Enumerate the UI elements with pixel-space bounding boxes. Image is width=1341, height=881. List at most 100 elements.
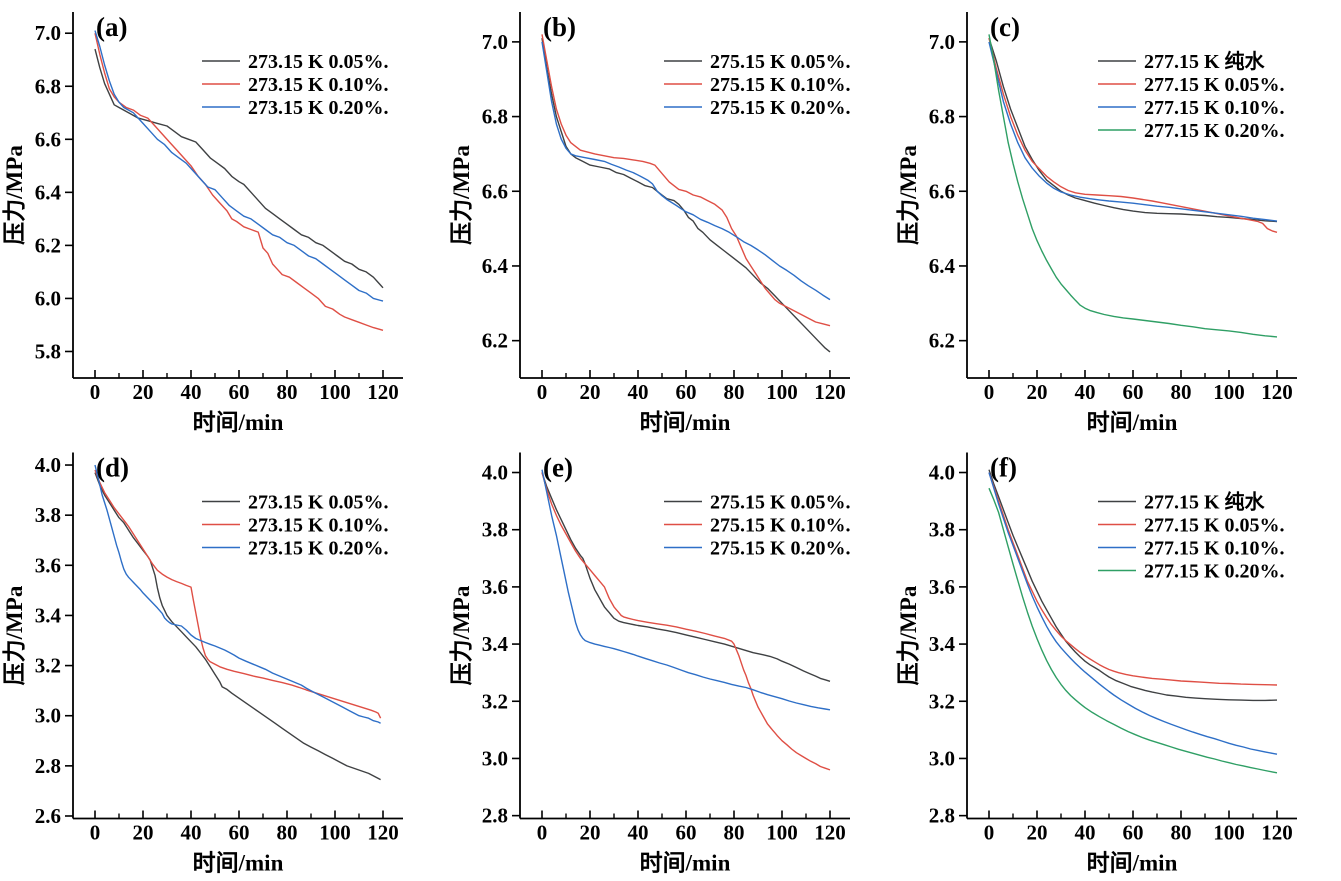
y-tick-label: 6.6 xyxy=(35,127,61,151)
x-tick-label: 80 xyxy=(724,380,745,404)
y-tick-label: 3.6 xyxy=(35,553,61,577)
legend-label: 277.15 K 纯水 xyxy=(1144,49,1266,73)
x-tick-label: 40 xyxy=(181,380,202,404)
panel-letter: (f) xyxy=(990,453,1017,483)
y-tick-label: 6.4 xyxy=(482,254,509,278)
legend-label: 277.15 K 纯水 xyxy=(1144,490,1266,514)
legend-label: 273.15 K 0.10%. xyxy=(248,74,389,96)
y-tick-label: 7.0 xyxy=(929,30,955,54)
panel-letter: (a) xyxy=(96,12,127,42)
legend-label: 277.15 K 0.20%. xyxy=(1144,561,1285,583)
series-line-275-15-K-0-20- xyxy=(541,469,831,711)
y-tick-label: 4.0 xyxy=(35,453,61,477)
series-line-277-15-K-0-05- xyxy=(988,37,1278,233)
x-tick-label: 20 xyxy=(580,380,601,404)
chart-e: 0 20 40 60 80 100 120 2.8 3.0 3.2 3.4 3.6 3.8 4.0 时间/m… xyxy=(449,452,851,876)
chart-panel-b: 0 20 40 60 80 100 120 6.2 6.4 6.6 6.8 7.0 时间/min 压力/M… xyxy=(447,0,894,440)
x-tick-label: 20 xyxy=(133,821,154,845)
y-axis-title: 压力/MPa xyxy=(2,145,27,245)
x-tick-label: 40 xyxy=(181,821,202,845)
x-tick-label: 80 xyxy=(277,380,298,404)
chart-d: 0 20 40 60 80 100 120 2.6 2.8 3.0 3.2 3.4 3.6 3.8 4.0 时… xyxy=(2,452,403,876)
x-tick-label: 20 xyxy=(580,821,601,845)
x-axis-title: 时间/min xyxy=(193,851,284,876)
x-axis-title: 时间/min xyxy=(1087,851,1178,876)
chart-panel-a: 0 20 40 60 80 100 120 5.8 6.0 6.2 6.4 6.6 6.8 7.0 时间/m… xyxy=(0,0,447,440)
chart-panel-c: 0 20 40 60 80 100 120 6.2 6.4 6.6 6.8 7.0 时间/min 压力/M… xyxy=(894,0,1341,440)
x-axis-title: 时间/min xyxy=(1087,410,1178,435)
x-axis-title: 时间/min xyxy=(640,410,731,435)
x-tick-label: 120 xyxy=(1261,821,1293,845)
y-tick-label: 7.0 xyxy=(482,30,508,54)
legend-label: 277.15 K 0.10%. xyxy=(1144,97,1285,119)
y-tick-label: 3.2 xyxy=(482,689,508,713)
legend-label: 275.15 K 0.10%. xyxy=(710,515,851,537)
x-tick-label: 60 xyxy=(229,380,250,404)
x-tick-label: 100 xyxy=(1213,821,1245,845)
y-tick-label: 3.8 xyxy=(929,518,955,542)
series-line-275-15-K-0-10- xyxy=(541,34,831,327)
chart-f: 0 20 40 60 80 100 120 2.8 3.0 3.2 3.4 3.6 3.8 4.0 时间/m… xyxy=(896,452,1297,876)
x-tick-label: 120 xyxy=(814,380,846,404)
y-tick-label: 3.4 xyxy=(35,603,62,627)
x-tick-label: 100 xyxy=(766,821,798,845)
chart-a: 0 20 40 60 80 100 120 5.8 6.0 6.2 6.4 6.6 6.8 7.0 时间/m… xyxy=(2,12,403,435)
x-tick-label: 0 xyxy=(537,821,548,845)
panel-letter: (b) xyxy=(543,12,576,42)
legend-label: 277.15 K 0.10%. xyxy=(1144,538,1285,560)
chart-panel-f: 0 20 40 60 80 100 120 2.8 3.0 3.2 3.4 3.6 3.8 4.0 时间/m… xyxy=(894,440,1341,881)
y-tick-label: 6.2 xyxy=(929,329,955,353)
panel-letter: (d) xyxy=(96,453,129,483)
series-line-277-15-K-0-10- xyxy=(988,41,1278,222)
series-line-277-15-K- xyxy=(988,469,1278,702)
x-tick-label: 40 xyxy=(628,380,649,404)
y-axis-title: 压力/MPa xyxy=(449,145,474,245)
y-tick-label: 4.0 xyxy=(482,461,508,485)
x-tick-label: 60 xyxy=(1123,380,1144,404)
y-tick-label: 3.4 xyxy=(482,632,509,656)
y-tick-label: 3.6 xyxy=(929,575,955,599)
series-line-277-15-K-0-20- xyxy=(988,34,1278,338)
series-line-277-15-K-0-20- xyxy=(988,487,1278,774)
x-tick-label: 80 xyxy=(724,821,745,845)
y-tick-label: 2.8 xyxy=(929,804,955,828)
x-tick-label: 0 xyxy=(984,380,995,404)
y-tick-label: 3.0 xyxy=(482,746,508,770)
x-tick-label: 60 xyxy=(676,380,697,404)
legend-label: 273.15 K 0.10%. xyxy=(248,515,389,537)
x-tick-label: 40 xyxy=(1075,380,1096,404)
chart-panel-d: 0 20 40 60 80 100 120 2.6 2.8 3.0 3.2 3.4 3.6 3.8 4.0 时… xyxy=(0,440,447,881)
y-tick-label: 6.6 xyxy=(929,179,955,203)
series-line-275-15-K-0-10- xyxy=(541,472,831,771)
y-tick-label: 6.4 xyxy=(929,254,956,278)
x-axis-title: 时间/min xyxy=(193,410,284,435)
panel-letter: (c) xyxy=(990,12,1020,42)
x-tick-label: 0 xyxy=(90,380,101,404)
series-line-273-15-K-0-10- xyxy=(94,33,384,331)
y-tick-label: 3.8 xyxy=(35,503,61,527)
y-axis-title: 压力/MPa xyxy=(449,585,474,685)
series-line-275-15-K-0-20- xyxy=(541,41,831,301)
x-tick-label: 80 xyxy=(1171,821,1192,845)
legend-label: 275.15 K 0.20%. xyxy=(710,538,851,560)
series-line-275-15-K-0-05- xyxy=(541,472,831,682)
series-line-273-15-K-0-20- xyxy=(94,30,384,302)
x-tick-label: 20 xyxy=(133,380,154,404)
legend-label: 275.15 K 0.10%. xyxy=(710,74,851,96)
x-tick-label: 120 xyxy=(814,821,846,845)
legend-label: 275.15 K 0.20%. xyxy=(710,97,851,119)
x-tick-label: 40 xyxy=(628,821,649,845)
x-tick-label: 100 xyxy=(319,380,351,404)
y-tick-label: 3.4 xyxy=(929,632,956,656)
legend-label: 273.15 K 0.05%. xyxy=(248,492,389,514)
x-tick-label: 0 xyxy=(984,821,995,845)
x-tick-label: 20 xyxy=(1027,821,1048,845)
x-tick-label: 0 xyxy=(90,821,101,845)
y-tick-label: 6.8 xyxy=(482,105,508,129)
legend-label: 273.15 K 0.05%. xyxy=(248,51,389,73)
y-tick-label: 4.0 xyxy=(929,461,955,485)
y-tick-label: 6.8 xyxy=(929,105,955,129)
chart-b: 0 20 40 60 80 100 120 6.2 6.4 6.6 6.8 7.0 时间/min 压力/M… xyxy=(449,12,851,435)
chart-panel-e: 0 20 40 60 80 100 120 2.8 3.0 3.2 3.4 3.6 3.8 4.0 时间/m… xyxy=(447,440,894,881)
